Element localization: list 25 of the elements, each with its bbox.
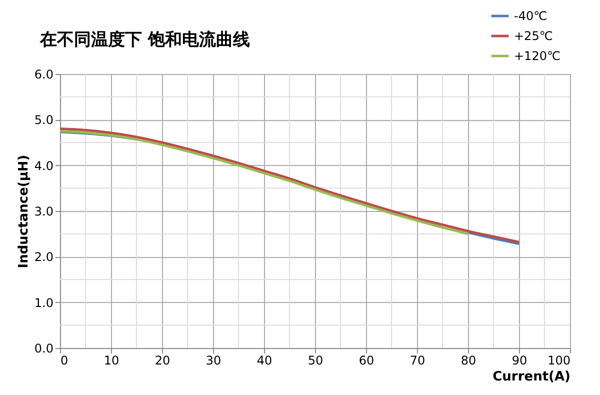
x-tick-label: 40	[256, 354, 272, 368]
line-series	[58, 130, 470, 236]
legend-label: +120℃	[514, 49, 560, 63]
x-tick-label: 60	[358, 354, 374, 368]
legend-label: +25℃	[514, 29, 553, 43]
legend-label: -40℃	[514, 9, 548, 23]
x-axis-title: Current(A)	[492, 370, 570, 384]
y-tick-label: 5.0	[34, 113, 54, 128]
x-tick-label: 90	[512, 354, 528, 368]
chart-title: 在不同温度下 饱和电流曲线	[40, 29, 250, 51]
x-tick-label: 50	[308, 354, 324, 368]
x-tick-label: 20	[154, 354, 170, 368]
y-axis-title: Inductance(μH)	[16, 154, 32, 268]
x-tick-label: 10	[104, 354, 120, 368]
y-tick-label: 3.0	[34, 204, 54, 218]
y-tick-label: 1.0	[34, 296, 54, 310]
y-tick-label: 0.0	[34, 342, 54, 356]
x-tick-label: 0	[60, 354, 68, 368]
y-tick-label: 2.0	[34, 250, 54, 264]
y-tick-label: 4.0	[34, 158, 54, 173]
x-tick-label: 70	[410, 354, 426, 368]
x-tick-label: 100	[548, 354, 570, 368]
x-tick-label: 80	[460, 354, 476, 368]
y-tick-label: 6.0	[34, 68, 54, 82]
x-tick-label: 30	[206, 354, 222, 368]
